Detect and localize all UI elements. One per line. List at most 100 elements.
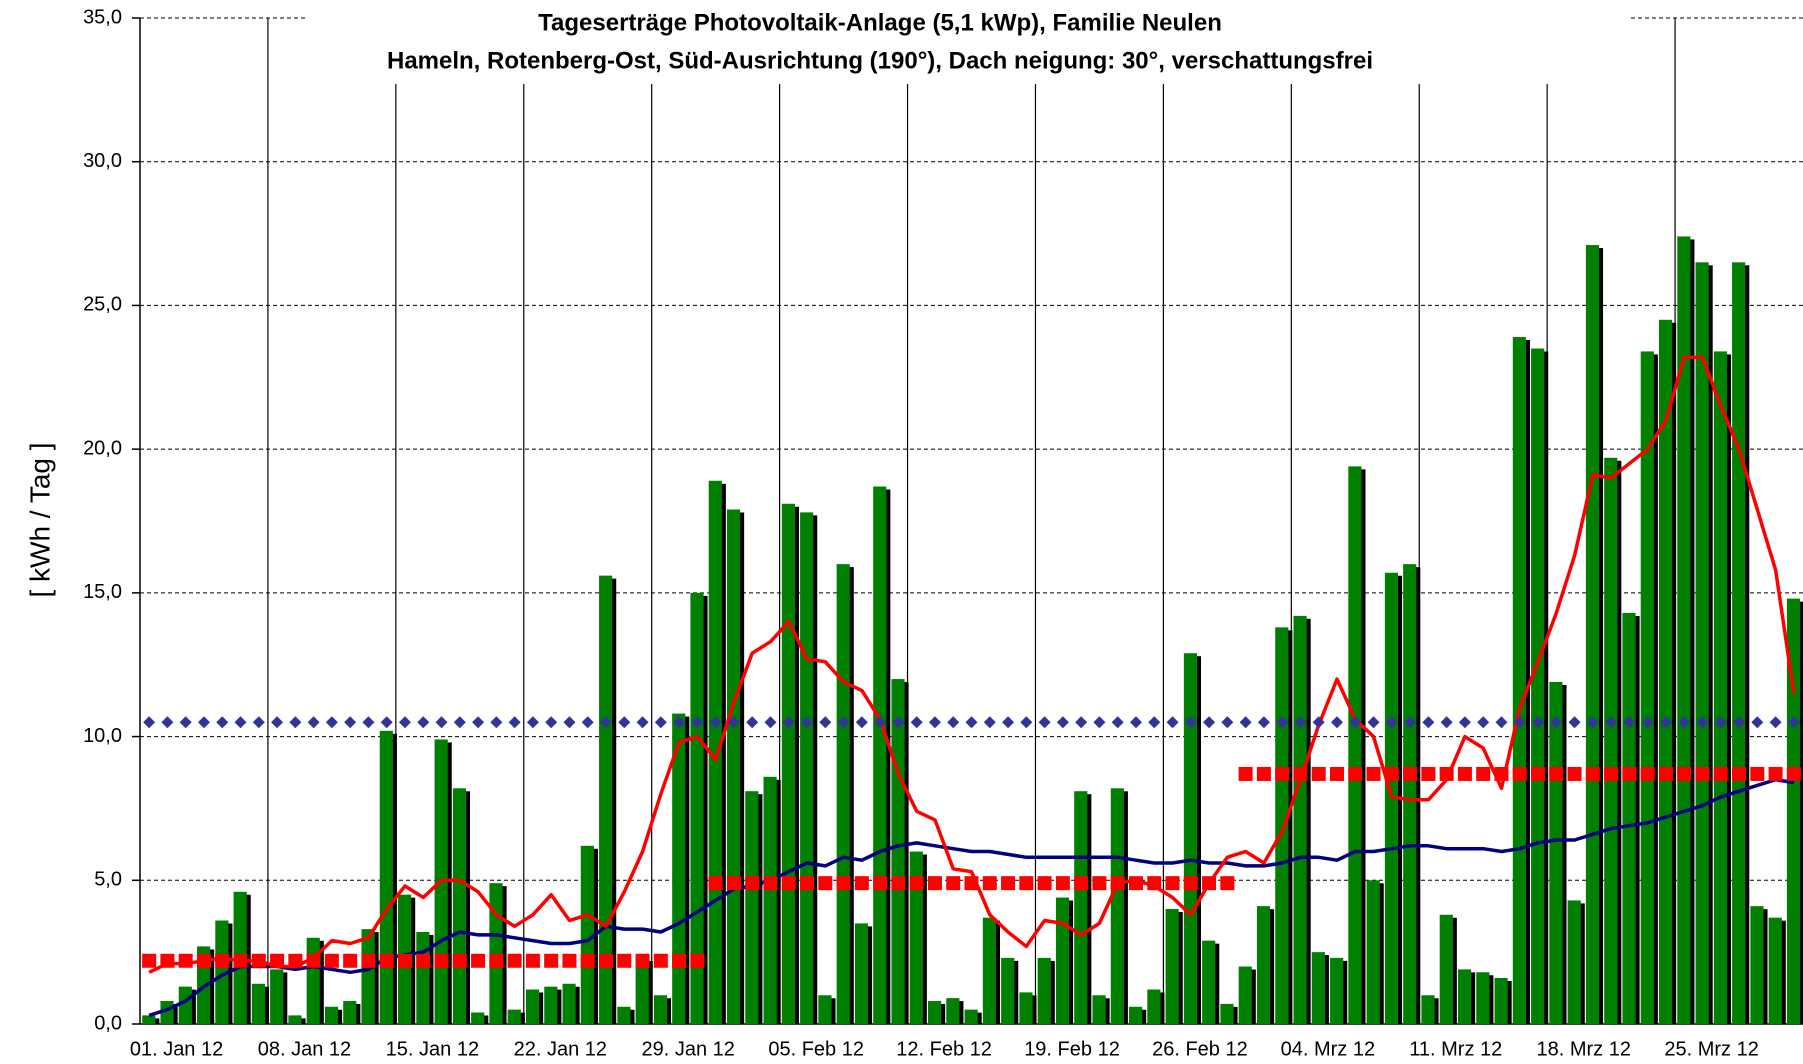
square-marker (1038, 876, 1052, 890)
square-marker (270, 954, 284, 968)
bar (1257, 906, 1270, 1024)
bar (1202, 941, 1215, 1024)
square-marker (636, 954, 650, 968)
diamond-marker (1258, 716, 1270, 728)
x-tick-label: 25. Mrz 12 (1664, 1038, 1758, 1060)
square-marker (891, 876, 905, 890)
bar (855, 923, 868, 1024)
bar (1367, 880, 1380, 1024)
diamond-marker (655, 716, 667, 728)
diamond-marker (289, 716, 301, 728)
square-marker (1202, 876, 1216, 890)
bar (1513, 337, 1526, 1024)
square-marker (1476, 767, 1490, 781)
square-marker (142, 954, 156, 968)
square-marker (1622, 767, 1636, 781)
x-tick-label: 19. Feb 12 (1024, 1038, 1120, 1060)
bar (1421, 995, 1434, 1024)
square-marker (654, 954, 668, 968)
square-marker (1220, 876, 1234, 890)
bar (270, 969, 283, 1024)
square-marker (800, 876, 814, 890)
diamond-marker (1569, 716, 1581, 728)
diamond-marker (618, 716, 630, 728)
diamond-marker (216, 716, 228, 728)
square-marker (1549, 767, 1563, 781)
marks (142, 236, 1803, 1024)
bar (1111, 788, 1124, 1024)
square-marker (855, 876, 869, 890)
square-marker (983, 876, 997, 890)
diamond-marker (966, 716, 978, 728)
y-tick-label: 30,0 (83, 150, 122, 172)
square-marker (1641, 767, 1655, 781)
square-marker (1166, 876, 1180, 890)
diamond-marker (947, 716, 959, 728)
square-marker (1385, 767, 1399, 781)
diamond-marker (1020, 716, 1032, 728)
square-marker (690, 954, 704, 968)
square-marker (234, 954, 248, 968)
diamond-marker (563, 716, 575, 728)
square-marker (1092, 876, 1106, 890)
square-marker (1403, 767, 1417, 781)
diamond-marker (1167, 716, 1179, 728)
diamond-marker (1075, 716, 1087, 728)
square-marker (252, 954, 266, 968)
square-marker (179, 954, 193, 968)
x-tick-label: 05. Feb 12 (768, 1038, 864, 1060)
chart-title: Tageserträge Photovoltaik-Anlage (5,1 kW… (538, 9, 1222, 36)
diamond-marker (1368, 716, 1380, 728)
square-marker (471, 954, 485, 968)
x-tick-label: 12. Feb 12 (896, 1038, 992, 1060)
diamond-marker (1441, 716, 1453, 728)
diamond-marker (454, 716, 466, 728)
bar (983, 918, 996, 1024)
square-marker (288, 954, 302, 968)
square-marker (380, 954, 394, 968)
bar (563, 984, 576, 1024)
diamond-marker (1221, 716, 1233, 728)
bar (307, 938, 320, 1024)
x-tick-label: 29. Jan 12 (642, 1038, 735, 1060)
diamond-marker (1203, 716, 1215, 728)
bar (1458, 969, 1471, 1024)
y-tick-label: 25,0 (83, 294, 122, 316)
bar (800, 512, 813, 1024)
square-marker (1440, 767, 1454, 781)
x-tick-label: 11. Mrz 12 (1409, 1038, 1502, 1060)
diamond-marker (527, 716, 539, 728)
bar (1714, 351, 1727, 1024)
square-marker (1695, 767, 1709, 781)
bar (1129, 1007, 1142, 1024)
bar (965, 1010, 978, 1024)
diamond-marker (582, 716, 594, 728)
diamond-marker (509, 716, 521, 728)
square-marker (1147, 876, 1161, 890)
square-marker (782, 876, 796, 890)
diamond-marker (984, 716, 996, 728)
square-marker (398, 954, 412, 968)
bar (1677, 236, 1690, 1024)
bar (1312, 952, 1325, 1024)
square-marker (709, 876, 723, 890)
square-marker (1531, 767, 1545, 781)
diamond-marker (198, 716, 210, 728)
diamond-marker (1093, 716, 1105, 728)
bar (745, 791, 758, 1024)
diamond-marker (1148, 716, 1160, 728)
square-marker (1367, 767, 1381, 781)
bar (764, 777, 777, 1024)
square-marker (489, 954, 503, 968)
bar (782, 504, 795, 1024)
square-marker (1604, 767, 1618, 781)
bar (325, 1007, 338, 1024)
bar (617, 1007, 630, 1024)
diamond-marker (180, 716, 192, 728)
bar (1330, 958, 1343, 1024)
bar (1147, 990, 1160, 1024)
square-marker (1257, 767, 1271, 781)
square-marker (1111, 876, 1125, 890)
square-marker (1129, 876, 1143, 890)
square-marker (1348, 767, 1362, 781)
